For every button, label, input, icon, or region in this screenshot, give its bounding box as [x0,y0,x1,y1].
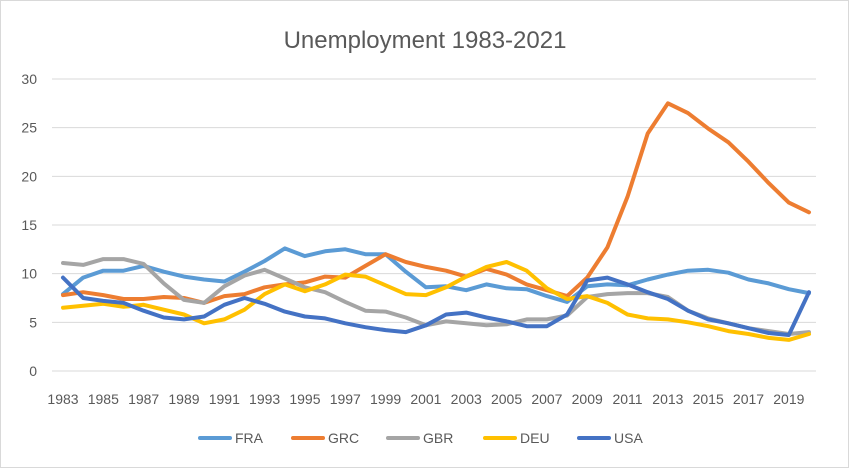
x-tick-label: 1987 [128,391,159,407]
x-tick-label: 2001 [410,391,441,407]
chart-title: Unemployment 1983-2021 [284,27,567,54]
y-tick-label: 15 [21,217,37,233]
x-tick-label: 1991 [209,391,240,407]
y-tick-label: 30 [21,71,37,87]
y-tick-label: 10 [21,266,37,282]
x-tick-label: 1997 [330,391,361,407]
legend-label: GBR [423,430,453,446]
x-axis-ticks: 1983 1985 1987 1989 1991 1993 1995 1997 1999 2001… [47,391,804,407]
x-tick-label: 1989 [168,391,199,407]
legend-item-gbr: GBR [386,430,453,446]
y-tick-label: 5 [29,314,37,330]
legend-item-usa: USA [577,430,643,446]
x-tick-label: 1995 [289,391,320,407]
x-tick-label: 1983 [47,391,78,407]
legend: FRA GRC GBR DEU USA [198,430,643,446]
x-tick-label: 2019 [773,391,804,407]
x-tick-label: 2005 [491,391,522,407]
x-tick-label: 2017 [733,391,764,407]
y-tick-label: 20 [21,168,37,184]
x-tick-label: 2003 [451,391,482,407]
x-tick-label: 2013 [652,391,683,407]
legend-item-grc: GRC [291,430,359,446]
legend-label: FRA [235,430,264,446]
x-tick-label: 2009 [572,391,603,407]
y-axis-ticks: 0 5 10 15 20 25 30 [21,71,37,379]
series-line-fra [61,246,811,304]
y-tick-label: 25 [21,120,37,136]
x-tick-label: 2011 [612,391,642,407]
legend-label: USA [614,430,643,446]
series-lines [61,101,811,342]
y-tick-label: 0 [29,363,37,379]
x-tick-label: 2007 [531,391,562,407]
legend-item-deu: DEU [483,430,550,446]
series-line-usa [61,275,811,337]
x-tick-label: 1993 [249,391,280,407]
legend-label: GRC [328,430,359,446]
x-tick-label: 2015 [693,391,724,407]
x-tick-label: 1999 [370,391,401,407]
legend-label: DEU [520,430,550,446]
series-line-deu [61,260,811,342]
legend-item-fra: FRA [198,430,264,446]
x-tick-label: 1985 [88,391,119,407]
